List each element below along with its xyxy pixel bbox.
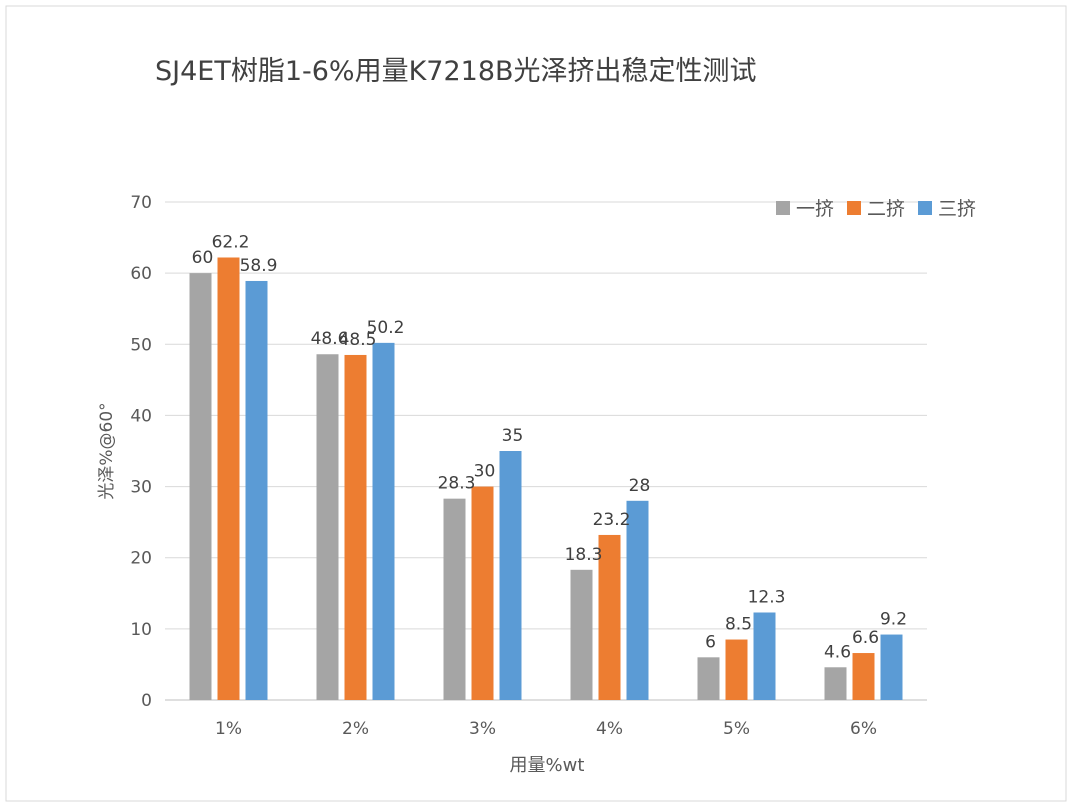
data-label: 12.3 xyxy=(748,587,786,607)
bar-二挤-1% xyxy=(217,257,240,700)
chart-title: SJ4ET树脂1-6%用量K7218B光泽挤出稳定性测试 xyxy=(155,56,757,87)
data-label: 35 xyxy=(502,426,524,446)
data-label: 30 xyxy=(474,462,496,482)
bar-三挤-4% xyxy=(626,500,649,700)
legend-label: 三挤 xyxy=(938,198,976,220)
data-label: 62.2 xyxy=(212,232,250,252)
chart-area-border xyxy=(5,5,1067,802)
y-tick-label: 70 xyxy=(130,193,152,213)
data-label: 8.5 xyxy=(725,615,752,635)
legend-label: 二挤 xyxy=(867,198,905,220)
data-label: 6.6 xyxy=(852,628,879,648)
bar-二挤-2% xyxy=(344,354,367,700)
bar-三挤-5% xyxy=(753,612,776,700)
y-tick-label: 20 xyxy=(130,549,152,569)
y-axis-title: 光泽%@60° xyxy=(97,402,117,499)
x-tick-label: 2% xyxy=(342,719,369,739)
data-label: 18.3 xyxy=(565,545,603,565)
data-label: 50.2 xyxy=(367,318,405,338)
data-label: 9.2 xyxy=(880,610,907,630)
bar-一挤-6% xyxy=(824,667,847,700)
bar-二挤-3% xyxy=(471,486,494,700)
bar-一挤-2% xyxy=(316,354,339,700)
x-tick-labels: 1% 2% 3% 4% 5% 6% xyxy=(215,719,877,739)
legend: 一挤 二挤 三挤 xyxy=(776,198,976,220)
bar-三挤-6% xyxy=(880,634,903,700)
x-tick-label: 1% xyxy=(215,719,242,739)
data-label: 23.2 xyxy=(593,510,631,530)
legend-swatch xyxy=(918,201,932,215)
y-tick-label: 0 xyxy=(141,691,152,711)
x-tick-label: 6% xyxy=(850,719,877,739)
bar-一挤-5% xyxy=(697,657,720,700)
x-tick-label: 4% xyxy=(596,719,623,739)
data-label: 58.9 xyxy=(240,256,278,276)
data-label: 48.5 xyxy=(339,330,377,350)
bar-二挤-4% xyxy=(598,534,621,700)
bar-三挤-1% xyxy=(245,280,268,700)
bar-一挤-3% xyxy=(443,498,466,700)
y-tick-label: 60 xyxy=(130,264,152,284)
bar-二挤-6% xyxy=(852,653,875,700)
data-label: 28.3 xyxy=(438,474,476,494)
bars xyxy=(189,257,903,700)
legend-swatch xyxy=(776,201,790,215)
bar-三挤-3% xyxy=(499,451,522,700)
bar-二挤-5% xyxy=(725,639,748,700)
bar-一挤-4% xyxy=(570,569,593,700)
data-label: 60 xyxy=(192,248,214,268)
data-label: 6 xyxy=(705,632,716,652)
bar-三挤-2% xyxy=(372,342,395,700)
data-label: 28 xyxy=(629,476,651,496)
data-label: 48.6 xyxy=(311,329,349,349)
y-tick-label: 10 xyxy=(130,620,152,640)
y-tick-label: 50 xyxy=(130,335,152,355)
y-tick-label: 40 xyxy=(130,406,152,426)
legend-swatch xyxy=(847,201,861,215)
x-tick-label: 5% xyxy=(723,719,750,739)
y-tick-label: 30 xyxy=(130,478,152,498)
bar-一挤-1% xyxy=(189,273,212,700)
legend-label: 一挤 xyxy=(796,198,834,220)
y-tick-labels: 0 10 20 30 40 50 60 70 xyxy=(130,193,152,711)
x-axis-title: 用量%wt xyxy=(510,755,585,776)
data-label: 4.6 xyxy=(824,642,851,662)
gridlines xyxy=(165,201,927,701)
x-tick-label: 3% xyxy=(469,719,496,739)
